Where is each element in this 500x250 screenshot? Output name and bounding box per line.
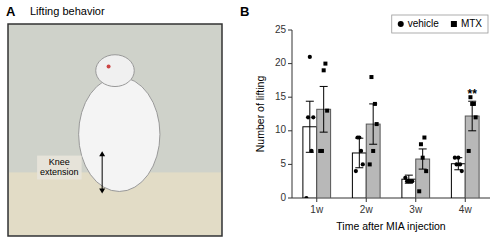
illustration-eye [107, 64, 111, 68]
illustration-body [79, 77, 160, 191]
legend-item: vehicle [398, 18, 440, 29]
data-point [419, 142, 423, 146]
data-point [361, 162, 365, 166]
illustration-arrow [102, 155, 103, 189]
data-point [311, 115, 315, 119]
annotation: A [6, 4, 16, 19]
data-point [424, 169, 428, 173]
data-point [417, 189, 421, 193]
x-tick-label: 1w [310, 204, 324, 215]
legend: vehicle MTX [392, 15, 488, 33]
annotation: Kneeextension [40, 158, 79, 178]
data-point [306, 115, 310, 119]
legend-label: vehicle [408, 18, 440, 29]
y-axis-label: Number of lifting [254, 76, 266, 153]
data-point [308, 55, 312, 59]
data-point [325, 109, 329, 113]
illustration-arrowhead [99, 189, 105, 194]
x-axis-label: Time after MIA injection [336, 220, 445, 232]
data-point [322, 68, 326, 72]
x-tick [465, 198, 466, 202]
y-tick [288, 198, 292, 199]
y-axis [292, 30, 293, 198]
data-point [467, 149, 471, 153]
data-point [373, 102, 377, 106]
data-point [320, 149, 324, 153]
x-tick-label: 3w [409, 204, 423, 215]
bar [402, 179, 416, 198]
y-tick-label: 5 [280, 158, 286, 169]
data-point [421, 156, 425, 160]
y-tick-label: 15 [275, 91, 287, 102]
plot-marks [303, 55, 479, 198]
data-point [354, 169, 358, 173]
data-point [375, 122, 379, 126]
y-tick-label: 25 [275, 24, 287, 35]
y-tick-label: 10 [275, 124, 287, 135]
illustration-arrowhead [99, 151, 105, 156]
data-point [422, 136, 426, 140]
data-point [323, 62, 327, 66]
data-point [359, 149, 363, 153]
x-tick-label: 2w [360, 204, 374, 215]
legend-marker [451, 21, 457, 27]
data-point [458, 162, 462, 166]
data-point [369, 75, 373, 79]
y-tick-label: 0 [280, 192, 286, 203]
x-tick [415, 198, 416, 202]
annotation: Lifting behavior [30, 5, 105, 17]
data-point [368, 162, 372, 166]
error-bar [306, 101, 314, 152]
y-tick [288, 130, 292, 131]
data-point [309, 149, 313, 153]
y-tick-label: 20 [275, 57, 287, 68]
error-bar [419, 149, 427, 169]
x-tick [366, 198, 367, 202]
legend-box [392, 15, 488, 33]
data-point [474, 115, 478, 119]
data-point [472, 102, 476, 106]
annotation-box [37, 156, 82, 180]
annotation: B [240, 4, 249, 19]
x-tick-label: 4w [459, 204, 473, 215]
data-point [410, 179, 414, 183]
illustration-frame [8, 24, 222, 236]
illustration [8, 24, 222, 236]
legend-label: MTX [461, 18, 482, 29]
data-point [456, 156, 460, 160]
y-tick [288, 97, 292, 98]
x-tick [316, 198, 317, 202]
y-tick [288, 164, 292, 165]
y-tick [288, 30, 292, 31]
y-tick [288, 63, 292, 64]
data-point [371, 149, 375, 153]
data-point [357, 135, 361, 139]
data-point [304, 196, 308, 198]
significance: ** [468, 87, 478, 101]
illustration-head [96, 55, 135, 87]
legend-marker [398, 21, 404, 27]
legend-item: MTX [451, 18, 482, 29]
data-point [460, 169, 464, 173]
